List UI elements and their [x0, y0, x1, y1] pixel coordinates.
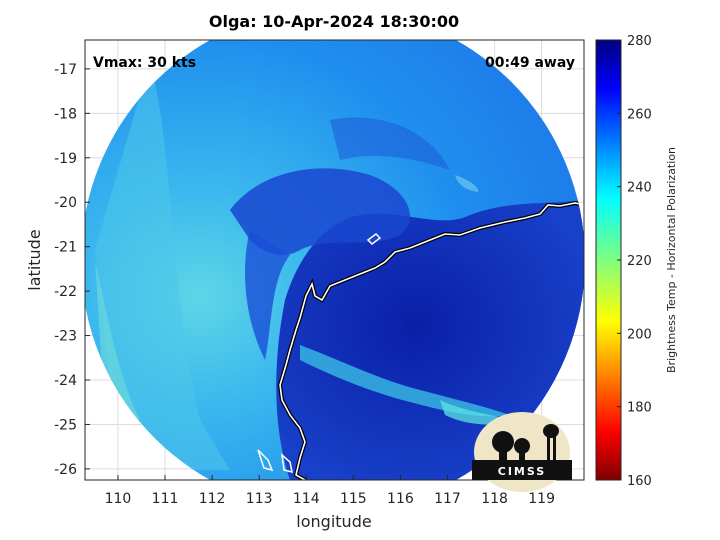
x-ticks: 110 111 112 113 114 115 116 117 118 119	[105, 475, 555, 507]
x-tick-label: 113	[246, 491, 273, 507]
colorbar-ticks: 280 260 240 220 200 180 160	[617, 34, 652, 489]
logo-text: CIMSS	[498, 465, 546, 478]
x-tick-label: 114	[293, 491, 320, 507]
x-tick-label: 115	[340, 491, 367, 507]
colorbar-tick-label: 200	[627, 327, 652, 342]
y-tick-label: -18	[54, 106, 77, 122]
y-tick-label: -26	[54, 462, 77, 478]
y-tick-label: -19	[54, 151, 77, 167]
away-label: 00:49 away	[485, 55, 575, 71]
y-tick-label: -20	[54, 195, 77, 211]
coastline	[279, 202, 584, 480]
y-ticks: -17 -18 -19 -20 -21 -22 -23 -24 -25 -26	[54, 62, 90, 478]
y-tick-label: -22	[54, 284, 77, 300]
vmax-label: Vmax: 30 kts	[93, 55, 196, 71]
y-tick-label: -24	[54, 373, 77, 389]
y-tick-label: -21	[54, 240, 77, 256]
colorbar-tick-label: 260	[627, 107, 652, 122]
colorbar-tick-label: 180	[627, 401, 652, 416]
colorbar-tick-label: 240	[627, 181, 652, 196]
x-tick-label: 110	[105, 491, 132, 507]
y-axis-label: latitude	[25, 229, 44, 290]
x-tick-label: 116	[387, 491, 414, 507]
colorbar-label: Brightness Temp - Horizontal Polarizatio…	[665, 147, 678, 373]
y-tick-label: -25	[54, 417, 77, 433]
plot-frame	[84, 39, 585, 481]
y-tick-label: -17	[54, 62, 77, 78]
colorbar-tick-label: 280	[627, 34, 652, 49]
colorbar-tick-label: 160	[627, 474, 652, 489]
colorbar-tick-label: 220	[627, 254, 652, 269]
x-axis-label: longitude	[296, 512, 371, 531]
x-tick-label: 119	[528, 491, 555, 507]
satellite-swath	[85, 40, 584, 480]
island-outline	[366, 233, 382, 245]
x-tick-label: 111	[152, 491, 179, 507]
plot-title: Olga: 10-Apr-2024 18:30:00	[209, 12, 459, 31]
colorbar: 280 260 240 220 200 180 160 Brightness Temp - …	[595, 34, 678, 489]
x-tick-label: 117	[434, 491, 461, 507]
cimss-logo: CIMSS	[472, 412, 572, 492]
x-tick-label: 118	[481, 491, 508, 507]
y-tick-label: -23	[54, 329, 77, 345]
x-tick-label: 112	[199, 491, 226, 507]
